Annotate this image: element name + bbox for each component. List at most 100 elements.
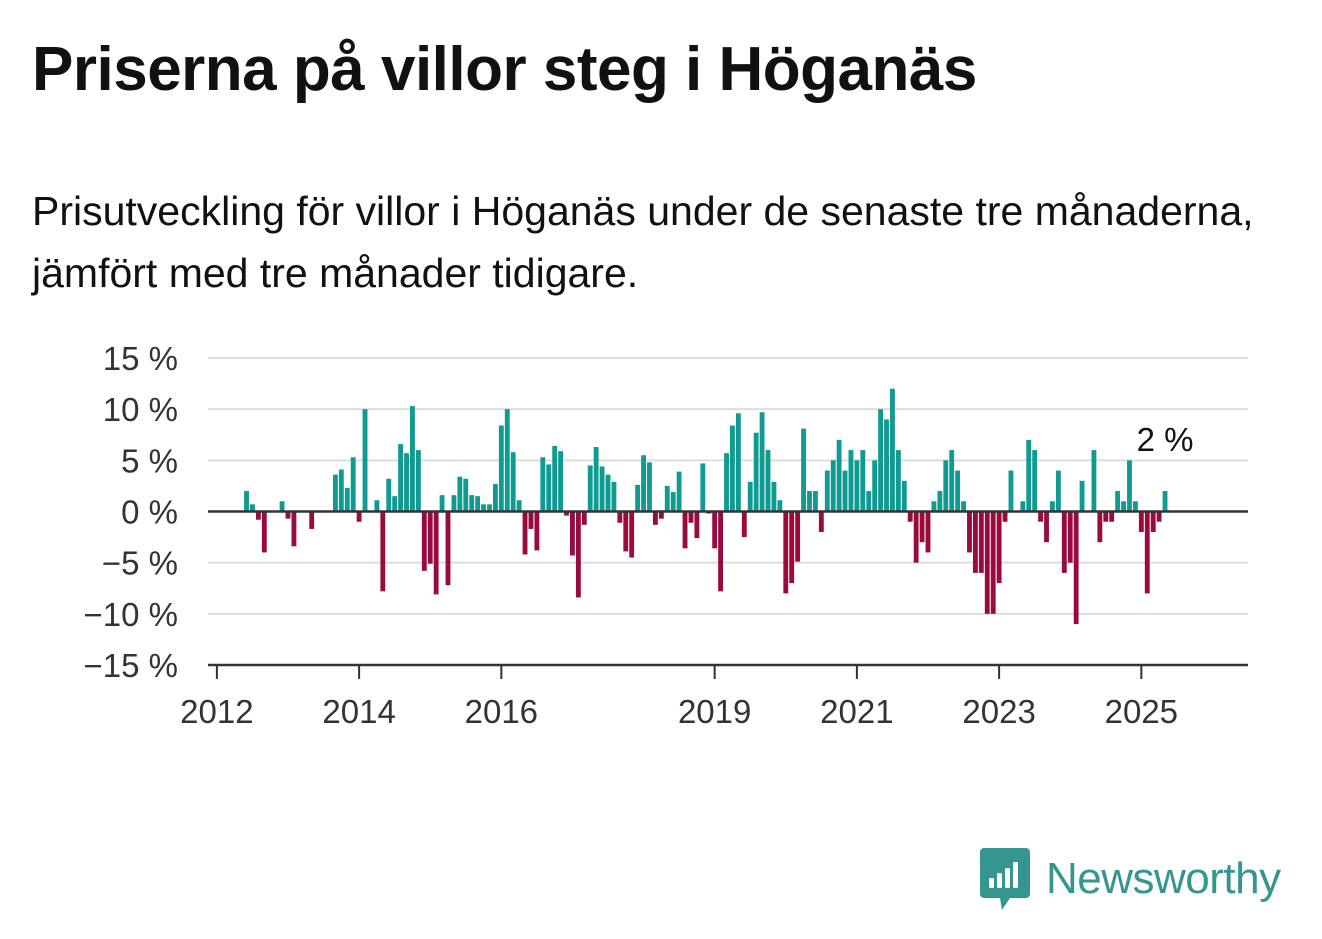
bar-2023-09 <box>1044 511 1049 543</box>
bar-2021-07 <box>890 388 895 512</box>
bar-2023-12 <box>1061 511 1067 573</box>
bar-2024-01 <box>1067 511 1073 563</box>
chart-subtitle: Prisutveckling för villor i Höganäs unde… <box>32 188 1254 296</box>
bar-2019-03 <box>724 453 729 512</box>
bar-2019-04 <box>730 425 735 512</box>
bar-2020-12 <box>848 450 854 512</box>
bar-2024-12 <box>1132 501 1138 512</box>
bar-2016-09 <box>546 464 552 512</box>
x-tick-label: 2019 <box>678 693 751 730</box>
bar-2013-01 <box>285 511 291 519</box>
bar-2016-06 <box>528 511 534 529</box>
bar-2014-08 <box>398 443 404 512</box>
bar-2024-08 <box>1109 511 1115 522</box>
bar-2020-04 <box>801 428 806 512</box>
bar-2024-06 <box>1097 511 1103 543</box>
bar-2024-02 <box>1073 511 1079 625</box>
bar-2025-03 <box>1150 511 1156 532</box>
bar-2020-05 <box>807 491 812 512</box>
bar-2017-12 <box>635 484 641 512</box>
x-tick-label: 2025 <box>1105 693 1178 730</box>
bar-2015-09 <box>475 496 481 512</box>
bar-2020-06 <box>812 491 818 512</box>
bar-2018-04 <box>658 511 664 519</box>
bar-2020-11 <box>842 470 848 512</box>
bar-2015-03 <box>439 495 445 512</box>
x-tick-label: 2016 <box>465 693 538 730</box>
bar-2017-09 <box>617 511 623 523</box>
bar-2022-08 <box>967 511 972 553</box>
bar-2015-02 <box>433 511 439 595</box>
x-tick-label: 2021 <box>820 693 893 730</box>
bar-2021-01 <box>854 460 860 512</box>
bar-2022-09 <box>972 511 978 573</box>
bar-2018-01 <box>641 455 646 512</box>
bar-2013-09 <box>332 474 338 512</box>
bar-2015-08 <box>469 495 475 512</box>
bar-2015-11 <box>487 504 492 512</box>
bar-2023-06 <box>1026 439 1032 512</box>
bar-2015-12 <box>492 483 498 512</box>
y-tick-label: 0 % <box>121 494 178 531</box>
bar-2019-09 <box>759 412 765 512</box>
bar-2020-07 <box>818 511 824 532</box>
y-tick-label: −15 % <box>84 647 179 684</box>
bar-2020-10 <box>836 439 842 512</box>
bar-2025-04 <box>1156 511 1162 522</box>
bar-2022-12 <box>990 511 996 614</box>
bar-2018-11 <box>700 463 706 512</box>
bar-2018-09 <box>688 511 694 523</box>
bar-2020-01 <box>783 511 789 594</box>
bar-2021-09 <box>901 480 907 512</box>
bar-2015-01 <box>427 511 433 564</box>
bar-2023-03 <box>1008 470 1014 512</box>
y-tick-label: 10 % <box>103 391 178 428</box>
bar-2023-01 <box>996 511 1002 584</box>
bar-2015-10 <box>481 504 486 512</box>
bar-2016-03 <box>510 452 516 512</box>
bar-2013-11 <box>344 487 350 512</box>
bar-2014-06 <box>386 478 392 512</box>
bar-2016-05 <box>522 511 528 555</box>
bar-2012-07 <box>250 504 255 512</box>
bar-2017-01 <box>570 511 575 556</box>
bar-2024-10 <box>1121 501 1126 512</box>
bar-2022-07 <box>961 501 966 512</box>
bar-2023-02 <box>1002 511 1008 522</box>
axes <box>208 510 1248 667</box>
bar-2014-11 <box>415 450 421 512</box>
bar-2025-01 <box>1138 511 1144 532</box>
bar-2016-02 <box>504 409 510 512</box>
bar-2017-04 <box>587 465 593 512</box>
x-tick-label: 2023 <box>962 693 1035 730</box>
x-axis-tick-labels: 2012 2014 2016 2019 2021 2023 2025 <box>180 665 1178 730</box>
bar-2024-03 <box>1079 480 1085 512</box>
bar-2019-05 <box>735 413 741 512</box>
bar-2020-03 <box>795 511 801 562</box>
bar-2020-02 <box>789 511 795 584</box>
bar-2022-01 <box>925 511 931 553</box>
bar-2025-02 <box>1144 511 1150 594</box>
bar-2022-05 <box>949 450 955 512</box>
bar-2015-07 <box>463 478 469 512</box>
bar-chart-speech-bubble-icon <box>980 848 1030 910</box>
bar-2021-08 <box>895 450 901 512</box>
chart-title: Priserna på villor steg i Höganäs <box>32 35 977 104</box>
y-tick-label: 5 % <box>121 442 178 479</box>
x-tick-label: 2014 <box>322 693 395 730</box>
bar-2016-04 <box>516 500 522 512</box>
bar-2023-08 <box>1038 511 1044 522</box>
y-tick-label: −10 % <box>84 596 179 633</box>
bar-2012-08 <box>255 511 261 520</box>
bar-2021-12 <box>919 511 925 543</box>
bar-2019-07 <box>747 481 753 512</box>
bar-2016-07 <box>534 511 540 551</box>
bar-2015-04 <box>445 511 451 586</box>
bar-2018-02 <box>647 462 652 512</box>
bar-2017-07 <box>605 474 611 512</box>
bar-2022-02 <box>931 501 937 512</box>
bar-2013-10 <box>338 469 344 512</box>
bar-2013-05 <box>309 511 315 529</box>
bar-2017-06 <box>599 466 605 512</box>
